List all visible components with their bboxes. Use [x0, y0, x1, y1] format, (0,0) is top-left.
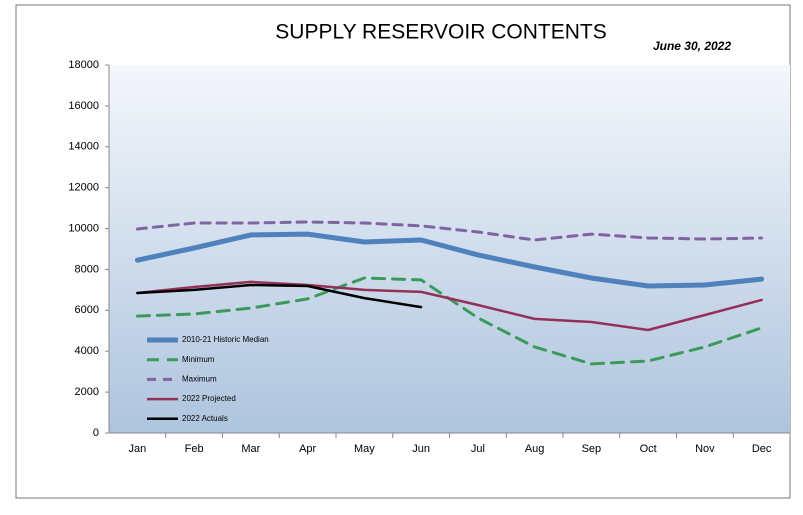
- x-tick-label: Oct: [640, 443, 657, 455]
- series-line: [136, 283, 423, 309]
- chart-date: June 30, 2022: [653, 39, 731, 53]
- x-tick-label: May: [354, 443, 375, 455]
- y-tick-label: 18000: [68, 59, 99, 71]
- series-line: [134, 231, 765, 289]
- y-tick-label: 0: [93, 427, 99, 439]
- y-tick-label: 6000: [75, 304, 99, 316]
- legend-label: 2022 Projected: [182, 394, 236, 403]
- x-tick-label: Apr: [299, 443, 316, 455]
- x-tick-label: Mar: [241, 443, 260, 455]
- x-tick-label: Jan: [129, 443, 147, 455]
- y-tick-label: 10000: [68, 222, 99, 234]
- y-tick-label: 8000: [75, 263, 99, 275]
- y-tick-label: 4000: [75, 345, 99, 357]
- legend-label: Maximum: [182, 375, 217, 384]
- legend-label: Minimum: [182, 355, 215, 364]
- y-tick-label: 2000: [75, 386, 99, 398]
- x-tick-label: Aug: [525, 443, 545, 455]
- y-tick-label: 14000: [68, 141, 99, 153]
- x-tick-label: Nov: [695, 443, 715, 455]
- x-tick-label: Jul: [471, 443, 485, 455]
- x-tick-label: Feb: [185, 443, 204, 455]
- y-tick-label: 16000: [68, 100, 99, 112]
- legend-label: 2022 Actuals: [182, 414, 228, 423]
- x-tick-label: Sep: [582, 443, 602, 455]
- legend-label: 2010-21 Historic Median: [182, 335, 269, 344]
- series-line: [136, 280, 763, 332]
- y-tick-label: 12000: [68, 182, 99, 194]
- x-tick-label: Dec: [752, 443, 772, 455]
- series-line: [135, 220, 764, 242]
- x-tick-label: Jun: [412, 443, 430, 455]
- chart-title: SUPPLY RESERVOIR CONTENTS: [275, 21, 606, 44]
